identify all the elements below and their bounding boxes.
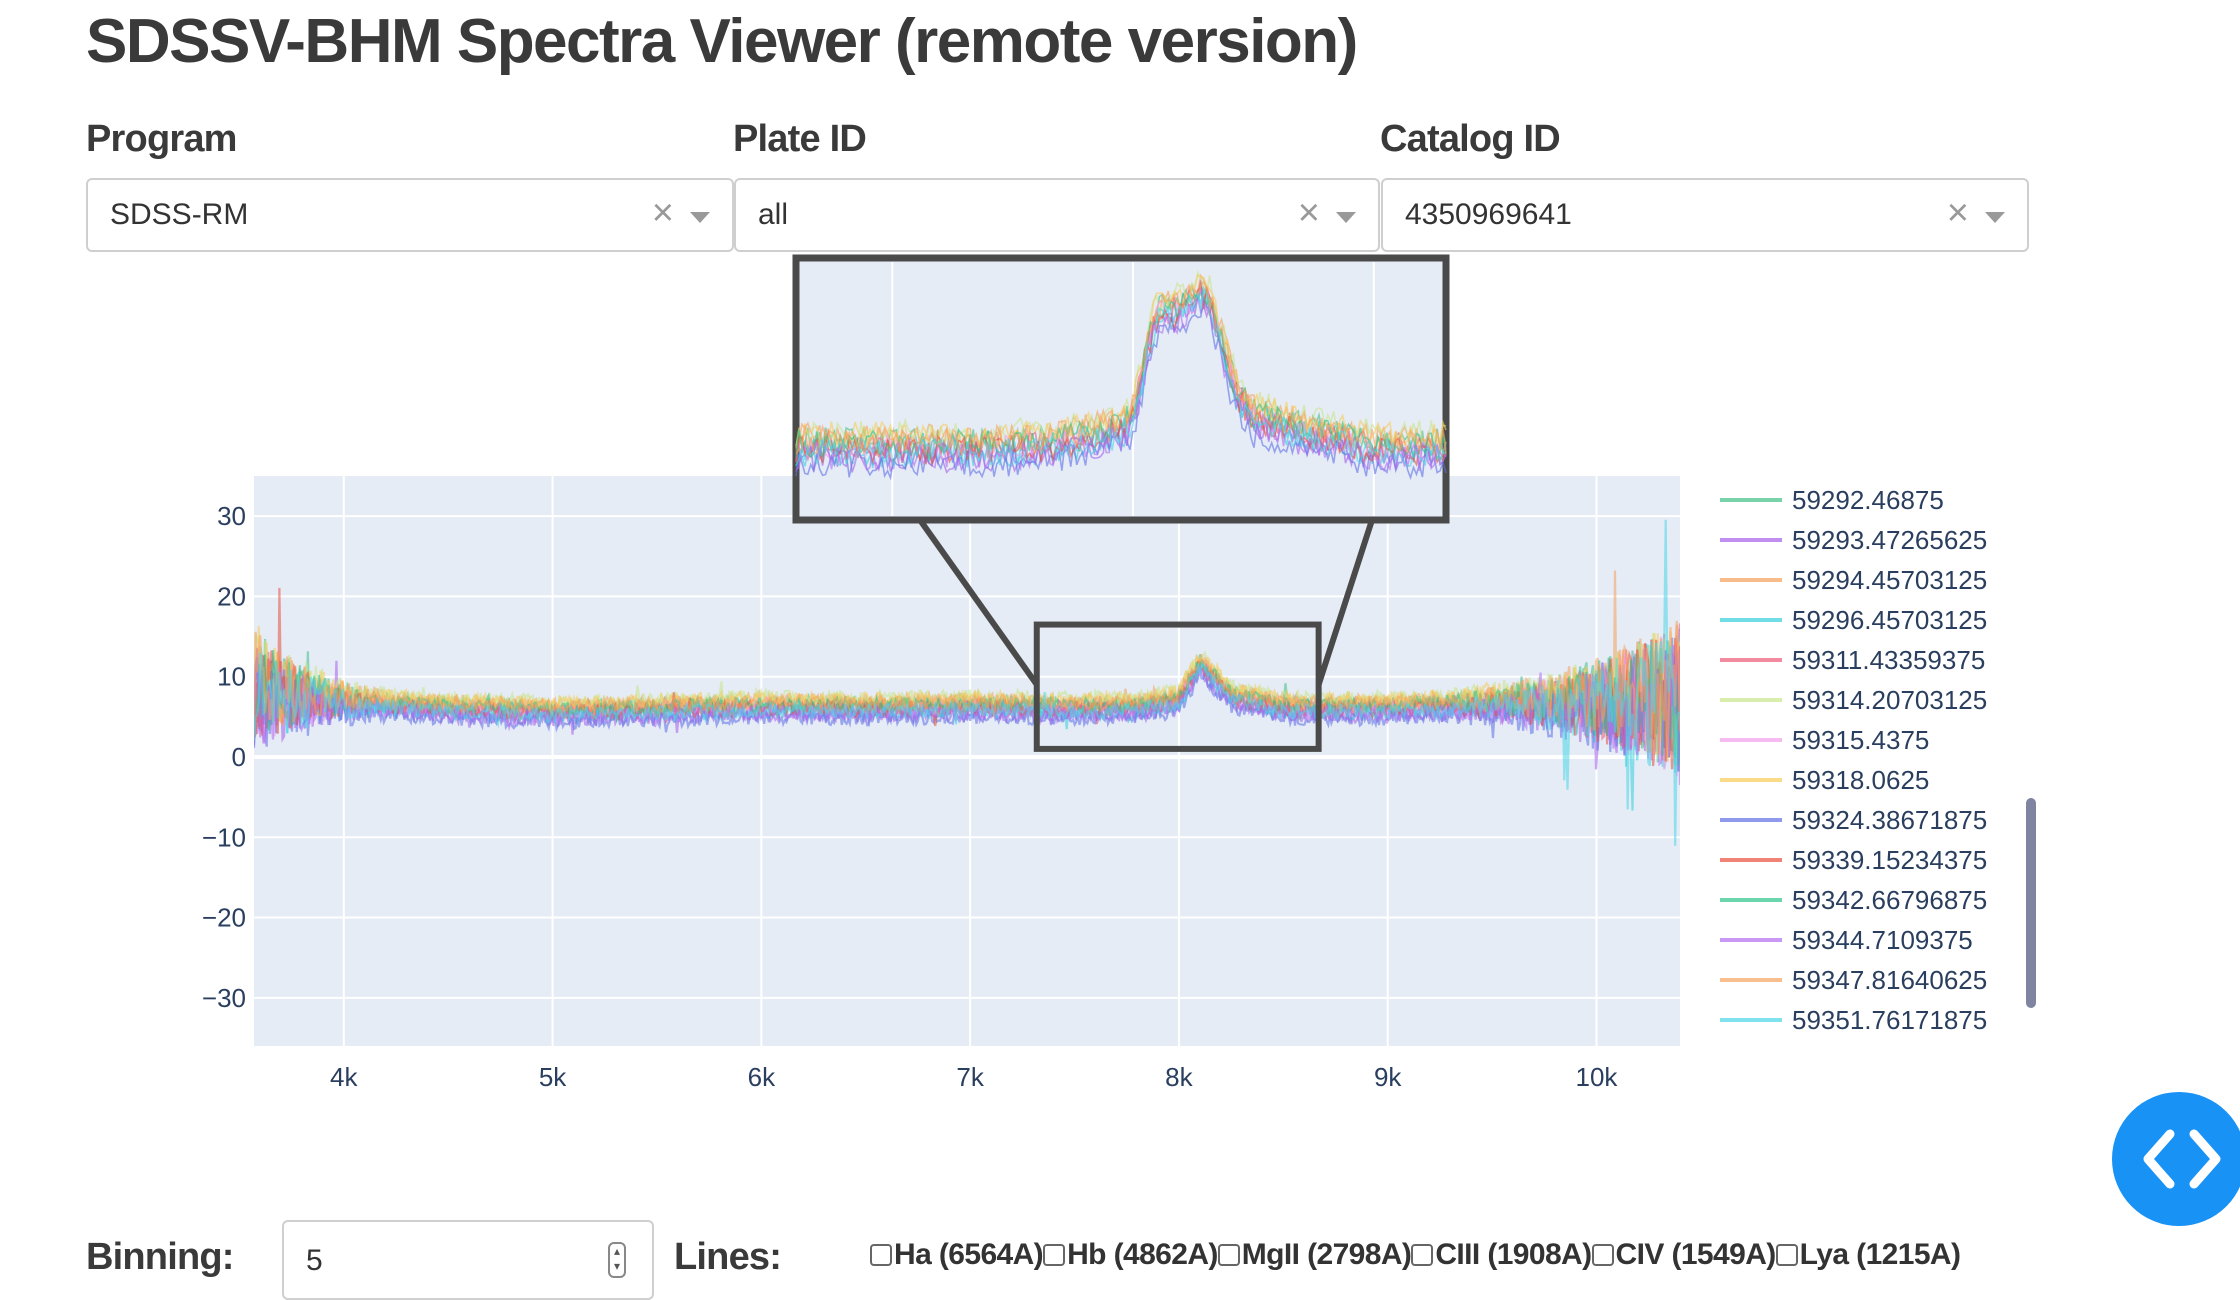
chevron-down-icon[interactable]: [1985, 212, 2005, 223]
legend-label: 59342.66796875: [1792, 885, 1987, 915]
x-tick-label: 5k: [539, 1062, 567, 1092]
line-checkbox-ciii[interactable]: CIII (1908A): [1411, 1238, 1592, 1272]
x-tick-label: 6k: [748, 1062, 776, 1092]
clear-icon[interactable]: ×: [651, 192, 674, 234]
zoom-selection-box: [1033, 621, 1322, 752]
inset-connector: [1315, 519, 1375, 686]
zoom-inset-panel: [792, 254, 1450, 524]
catalog-id-value: 4350969641: [1405, 198, 1572, 231]
checkbox-icon[interactable]: [1411, 1244, 1434, 1266]
binning-label: Binning:: [86, 1236, 234, 1278]
legend-label: 59315.4375: [1792, 725, 1929, 755]
legend-label: 59296.45703125: [1792, 605, 1987, 635]
binning-value: 5: [306, 1244, 323, 1277]
clear-icon[interactable]: ×: [1297, 192, 1320, 234]
program-label: Program: [86, 118, 237, 160]
legend-label: 59339.15234375: [1792, 845, 1987, 875]
plot-background: [254, 476, 1680, 1046]
code-brackets-icon: [2143, 1129, 2221, 1189]
y-tick-label: −30: [202, 983, 246, 1013]
checkbox-icon[interactable]: [870, 1244, 892, 1266]
series-line: [254, 519, 1680, 846]
checkbox-icon[interactable]: [1043, 1244, 1066, 1266]
legend-label: 59347.81640625: [1792, 965, 1987, 995]
program-dropdown[interactable]: SDSS-RM ×: [86, 178, 734, 252]
number-stepper-icon[interactable]: ▴ ▾: [608, 1242, 626, 1278]
chevron-down-icon[interactable]: [1336, 212, 1356, 223]
line-label: Ha (6564A): [894, 1238, 1044, 1271]
y-tick-label: −20: [202, 903, 246, 933]
series-line: [254, 624, 1680, 763]
inset-series-group: [795, 270, 1447, 481]
legend-label: 59318.0625: [1792, 765, 1929, 795]
y-tick-label: 30: [217, 501, 246, 531]
line-label: MgII (2798A): [1241, 1238, 1412, 1271]
x-tick-label: 8k: [1165, 1062, 1193, 1092]
legend-label: 59314.20703125: [1792, 685, 1987, 715]
x-tick-label: 10k: [1576, 1062, 1619, 1092]
clear-icon[interactable]: ×: [1946, 192, 1969, 234]
catalog-id-dropdown[interactable]: 4350969641 ×: [1381, 178, 2029, 252]
legend-label: 59344.7109375: [1792, 925, 1973, 955]
line-label: Lya (1215A): [1799, 1238, 1961, 1271]
line-checkbox-lya[interactable]: Lya (1215A): [1775, 1238, 1961, 1272]
line-checkbox-ha[interactable]: Ha (6564A): [870, 1238, 1044, 1272]
line-checkbox-hb[interactable]: Hb (4862A): [1043, 1238, 1218, 1272]
legend-scrollbar[interactable]: [2026, 798, 2036, 1008]
x-tick-label: 7k: [956, 1062, 984, 1092]
y-tick-label: 20: [217, 581, 246, 611]
y-tick-label: 10: [217, 662, 246, 692]
plate-id-value: all: [758, 198, 789, 231]
nav-toggle-button[interactable]: [2112, 1092, 2240, 1226]
line-checkbox-mgii[interactable]: MgII (2798A): [1217, 1238, 1412, 1272]
inset-connector: [917, 518, 1040, 687]
inset-series-line: [795, 280, 1447, 458]
legend-label: 59293.47265625: [1792, 525, 1987, 555]
y-tick-label: 0: [232, 742, 246, 772]
legend-label: 59351.76171875: [1792, 1005, 1987, 1035]
checkbox-icon[interactable]: [1591, 1244, 1614, 1266]
x-tick-label: 9k: [1374, 1062, 1402, 1092]
checkbox-icon[interactable]: [1775, 1244, 1798, 1266]
page-title: SDSSV-BHM Spectra Viewer (remote version…: [86, 7, 1358, 76]
binning-input[interactable]: 5 ▴ ▾: [282, 1220, 654, 1300]
lines-label: Lines:: [674, 1236, 782, 1278]
legend-label: 59292.46875: [1792, 485, 1944, 515]
y-tick-label: −10: [202, 822, 246, 852]
catalog-id-label: Catalog ID: [1380, 118, 1561, 160]
line-label: CIII (1908A): [1435, 1238, 1592, 1271]
inset-series-line: [795, 285, 1447, 468]
spectral-lines-checklist: Ha (6564A) Hb (4862A) MgII (2798A) CIII …: [870, 1238, 1961, 1272]
program-value: SDSS-RM: [110, 198, 249, 231]
plate-id-dropdown[interactable]: all ×: [734, 178, 1380, 252]
series-group: [254, 519, 1680, 846]
line-label: Hb (4862A): [1067, 1238, 1218, 1271]
line-checkbox-civ[interactable]: CIV (1549A): [1591, 1238, 1777, 1272]
legend-label: 59324.38671875: [1792, 805, 1987, 835]
plate-id-label: Plate ID: [733, 118, 867, 160]
line-label: CIV (1549A): [1615, 1238, 1777, 1271]
x-tick-label: 4k: [330, 1062, 358, 1092]
checkbox-icon[interactable]: [1217, 1244, 1240, 1266]
legend-label: 59311.43359375: [1792, 645, 1985, 675]
chevron-down-icon[interactable]: [690, 212, 710, 223]
legend-label: 59294.45703125: [1792, 565, 1987, 595]
